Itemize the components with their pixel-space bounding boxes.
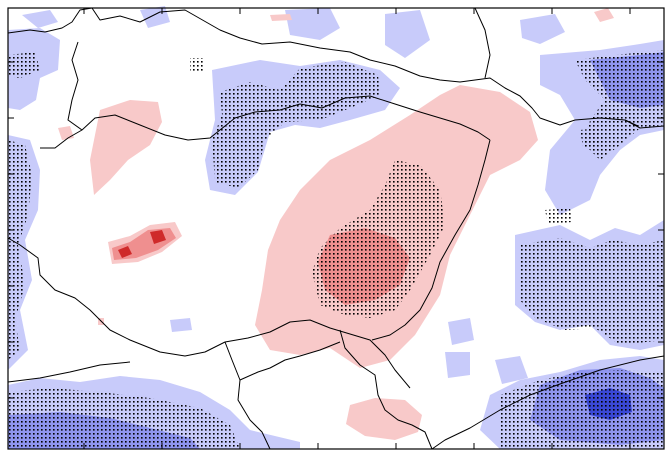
border-south-balkan — [224, 341, 271, 450]
border-north-main — [91, 7, 639, 127]
blue-top-center — [285, 8, 340, 40]
border-west-slovenia — [7, 237, 411, 389]
stipple-west-edge — [8, 140, 32, 360]
map-frame-border — [7, 7, 665, 450]
stipple-southeast — [500, 370, 664, 449]
blue-east-small-2 — [445, 352, 470, 378]
stipple-small-east-2 — [580, 128, 603, 147]
border-romania-west — [371, 139, 491, 341]
border-austria-hungary — [40, 95, 491, 149]
border-serbia — [339, 329, 433, 450]
stipple-top-left — [8, 52, 40, 78]
stipple-central — [312, 160, 445, 318]
stipple-east — [520, 238, 664, 345]
blue-top-far-right — [520, 14, 565, 44]
border-northwest-slovakia — [67, 41, 83, 131]
significance-stippling — [8, 50, 664, 449]
red-south — [346, 398, 422, 440]
blue-top-small-1 — [22, 10, 58, 28]
red-west-blob-deep-2 — [150, 230, 166, 244]
country-borders — [7, 7, 665, 450]
blue-east-small-3 — [495, 356, 528, 384]
red-top-right-small — [594, 8, 614, 22]
stipple-southwest — [8, 388, 240, 449]
border-south-west-coast — [7, 361, 131, 383]
red-top-left-small — [270, 14, 292, 21]
blue-top-upper-right — [385, 10, 430, 58]
red-west-blob-deep-1 — [118, 246, 132, 258]
border-northeast-line — [474, 7, 491, 79]
blue-east-small-1 — [448, 318, 474, 345]
border-south-mid — [239, 341, 341, 381]
border-moldova — [624, 119, 665, 129]
stipple-north-band — [212, 62, 380, 188]
blue-small-mid-south — [170, 318, 192, 332]
stipple-small-north — [190, 58, 205, 72]
stipple-small-east-1 — [545, 208, 572, 224]
border-north-northwest — [7, 7, 93, 34]
border-se-line — [431, 355, 665, 450]
red-north-west — [90, 100, 162, 195]
